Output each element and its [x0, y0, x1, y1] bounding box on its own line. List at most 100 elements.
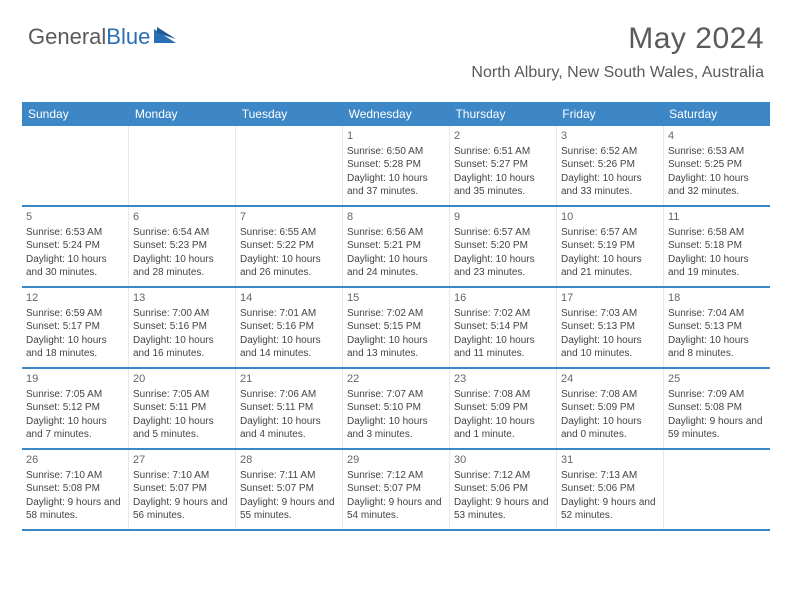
- sunrise-text: Sunrise: 7:03 AM: [561, 307, 659, 321]
- day-number: 28: [240, 453, 338, 468]
- day-cell: 16Sunrise: 7:02 AMSunset: 5:14 PMDayligh…: [450, 288, 557, 367]
- sunrise-text: Sunrise: 7:01 AM: [240, 307, 338, 321]
- sunrise-text: Sunrise: 6:50 AM: [347, 145, 445, 159]
- sunset-text: Sunset: 5:11 PM: [240, 401, 338, 415]
- day-number: 1: [347, 129, 445, 144]
- daylight-text: Daylight: 9 hours and 58 minutes.: [26, 496, 124, 523]
- day-cell: [236, 126, 343, 205]
- sunset-text: Sunset: 5:09 PM: [454, 401, 552, 415]
- day-cell: 30Sunrise: 7:12 AMSunset: 5:06 PMDayligh…: [450, 450, 557, 529]
- day-cell: 11Sunrise: 6:58 AMSunset: 5:18 PMDayligh…: [664, 207, 770, 286]
- day-cell: 28Sunrise: 7:11 AMSunset: 5:07 PMDayligh…: [236, 450, 343, 529]
- daylight-text: Daylight: 10 hours and 21 minutes.: [561, 253, 659, 280]
- day-number: 7: [240, 210, 338, 225]
- daylight-text: Daylight: 10 hours and 23 minutes.: [454, 253, 552, 280]
- day-cell: 26Sunrise: 7:10 AMSunset: 5:08 PMDayligh…: [22, 450, 129, 529]
- sunrise-text: Sunrise: 6:52 AM: [561, 145, 659, 159]
- day-cell: 23Sunrise: 7:08 AMSunset: 5:09 PMDayligh…: [450, 369, 557, 448]
- daylight-text: Daylight: 10 hours and 19 minutes.: [668, 253, 766, 280]
- day-number: 23: [454, 372, 552, 387]
- sunrise-text: Sunrise: 6:58 AM: [668, 226, 766, 240]
- logo: GeneralBlue: [28, 24, 180, 50]
- sunset-text: Sunset: 5:07 PM: [133, 482, 231, 496]
- day-header-cell: Sunday: [22, 102, 129, 126]
- day-cell: 12Sunrise: 6:59 AMSunset: 5:17 PMDayligh…: [22, 288, 129, 367]
- day-number: 27: [133, 453, 231, 468]
- day-cell: 5Sunrise: 6:53 AMSunset: 5:24 PMDaylight…: [22, 207, 129, 286]
- day-number: 22: [347, 372, 445, 387]
- day-cell: 14Sunrise: 7:01 AMSunset: 5:16 PMDayligh…: [236, 288, 343, 367]
- sunset-text: Sunset: 5:13 PM: [561, 320, 659, 334]
- day-number: 14: [240, 291, 338, 306]
- day-header-cell: Thursday: [449, 102, 556, 126]
- daylight-text: Daylight: 10 hours and 11 minutes.: [454, 334, 552, 361]
- sunset-text: Sunset: 5:17 PM: [26, 320, 124, 334]
- sunset-text: Sunset: 5:20 PM: [454, 239, 552, 253]
- daylight-text: Daylight: 9 hours and 59 minutes.: [668, 415, 766, 442]
- sunrise-text: Sunrise: 7:10 AM: [26, 469, 124, 483]
- sunset-text: Sunset: 5:19 PM: [561, 239, 659, 253]
- day-cell: 18Sunrise: 7:04 AMSunset: 5:13 PMDayligh…: [664, 288, 770, 367]
- header-right: May 2024 North Albury, New South Wales, …: [471, 22, 764, 82]
- sunrise-text: Sunrise: 6:53 AM: [26, 226, 124, 240]
- sunrise-text: Sunrise: 7:08 AM: [561, 388, 659, 402]
- day-cell: 3Sunrise: 6:52 AMSunset: 5:26 PMDaylight…: [557, 126, 664, 205]
- sunrise-text: Sunrise: 7:11 AM: [240, 469, 338, 483]
- sunset-text: Sunset: 5:13 PM: [668, 320, 766, 334]
- day-number: 9: [454, 210, 552, 225]
- daylight-text: Daylight: 10 hours and 30 minutes.: [26, 253, 124, 280]
- day-cell: 13Sunrise: 7:00 AMSunset: 5:16 PMDayligh…: [129, 288, 236, 367]
- day-number: 31: [561, 453, 659, 468]
- daylight-text: Daylight: 10 hours and 4 minutes.: [240, 415, 338, 442]
- daylight-text: Daylight: 9 hours and 55 minutes.: [240, 496, 338, 523]
- daylight-text: Daylight: 10 hours and 7 minutes.: [26, 415, 124, 442]
- day-cell: 17Sunrise: 7:03 AMSunset: 5:13 PMDayligh…: [557, 288, 664, 367]
- daylight-text: Daylight: 10 hours and 26 minutes.: [240, 253, 338, 280]
- day-number: 2: [454, 129, 552, 144]
- day-number: 29: [347, 453, 445, 468]
- daylight-text: Daylight: 10 hours and 14 minutes.: [240, 334, 338, 361]
- day-cell: 15Sunrise: 7:02 AMSunset: 5:15 PMDayligh…: [343, 288, 450, 367]
- sunset-text: Sunset: 5:14 PM: [454, 320, 552, 334]
- day-cell: 20Sunrise: 7:05 AMSunset: 5:11 PMDayligh…: [129, 369, 236, 448]
- week-row: 12Sunrise: 6:59 AMSunset: 5:17 PMDayligh…: [22, 288, 770, 369]
- sunrise-text: Sunrise: 7:05 AM: [133, 388, 231, 402]
- sunrise-text: Sunrise: 7:09 AM: [668, 388, 766, 402]
- day-number: 11: [668, 210, 766, 225]
- day-cell: 8Sunrise: 6:56 AMSunset: 5:21 PMDaylight…: [343, 207, 450, 286]
- day-header-cell: Monday: [129, 102, 236, 126]
- logo-word1: General: [28, 24, 106, 49]
- daylight-text: Daylight: 10 hours and 28 minutes.: [133, 253, 231, 280]
- daylight-text: Daylight: 10 hours and 3 minutes.: [347, 415, 445, 442]
- sunrise-text: Sunrise: 6:59 AM: [26, 307, 124, 321]
- sunset-text: Sunset: 5:15 PM: [347, 320, 445, 334]
- day-cell: 22Sunrise: 7:07 AMSunset: 5:10 PMDayligh…: [343, 369, 450, 448]
- sunrise-text: Sunrise: 6:57 AM: [561, 226, 659, 240]
- sunrise-text: Sunrise: 7:02 AM: [347, 307, 445, 321]
- sunset-text: Sunset: 5:26 PM: [561, 158, 659, 172]
- day-cell: 10Sunrise: 6:57 AMSunset: 5:19 PMDayligh…: [557, 207, 664, 286]
- week-row: 1Sunrise: 6:50 AMSunset: 5:28 PMDaylight…: [22, 126, 770, 207]
- sunset-text: Sunset: 5:08 PM: [26, 482, 124, 496]
- day-header-cell: Saturday: [663, 102, 770, 126]
- sunrise-text: Sunrise: 7:07 AM: [347, 388, 445, 402]
- sunset-text: Sunset: 5:21 PM: [347, 239, 445, 253]
- sunrise-text: Sunrise: 6:56 AM: [347, 226, 445, 240]
- day-number: 25: [668, 372, 766, 387]
- day-cell: 21Sunrise: 7:06 AMSunset: 5:11 PMDayligh…: [236, 369, 343, 448]
- daylight-text: Daylight: 9 hours and 54 minutes.: [347, 496, 445, 523]
- day-cell: [664, 450, 770, 529]
- day-number: 26: [26, 453, 124, 468]
- calendar: SundayMondayTuesdayWednesdayThursdayFrid…: [22, 102, 770, 531]
- daylight-text: Daylight: 10 hours and 5 minutes.: [133, 415, 231, 442]
- week-row: 5Sunrise: 6:53 AMSunset: 5:24 PMDaylight…: [22, 207, 770, 288]
- sunset-text: Sunset: 5:07 PM: [240, 482, 338, 496]
- week-row: 26Sunrise: 7:10 AMSunset: 5:08 PMDayligh…: [22, 450, 770, 531]
- sunrise-text: Sunrise: 7:10 AM: [133, 469, 231, 483]
- day-cell: 2Sunrise: 6:51 AMSunset: 5:27 PMDaylight…: [450, 126, 557, 205]
- day-cell: 24Sunrise: 7:08 AMSunset: 5:09 PMDayligh…: [557, 369, 664, 448]
- day-cell: 1Sunrise: 6:50 AMSunset: 5:28 PMDaylight…: [343, 126, 450, 205]
- daylight-text: Daylight: 10 hours and 37 minutes.: [347, 172, 445, 199]
- day-cell: 9Sunrise: 6:57 AMSunset: 5:20 PMDaylight…: [450, 207, 557, 286]
- daylight-text: Daylight: 10 hours and 0 minutes.: [561, 415, 659, 442]
